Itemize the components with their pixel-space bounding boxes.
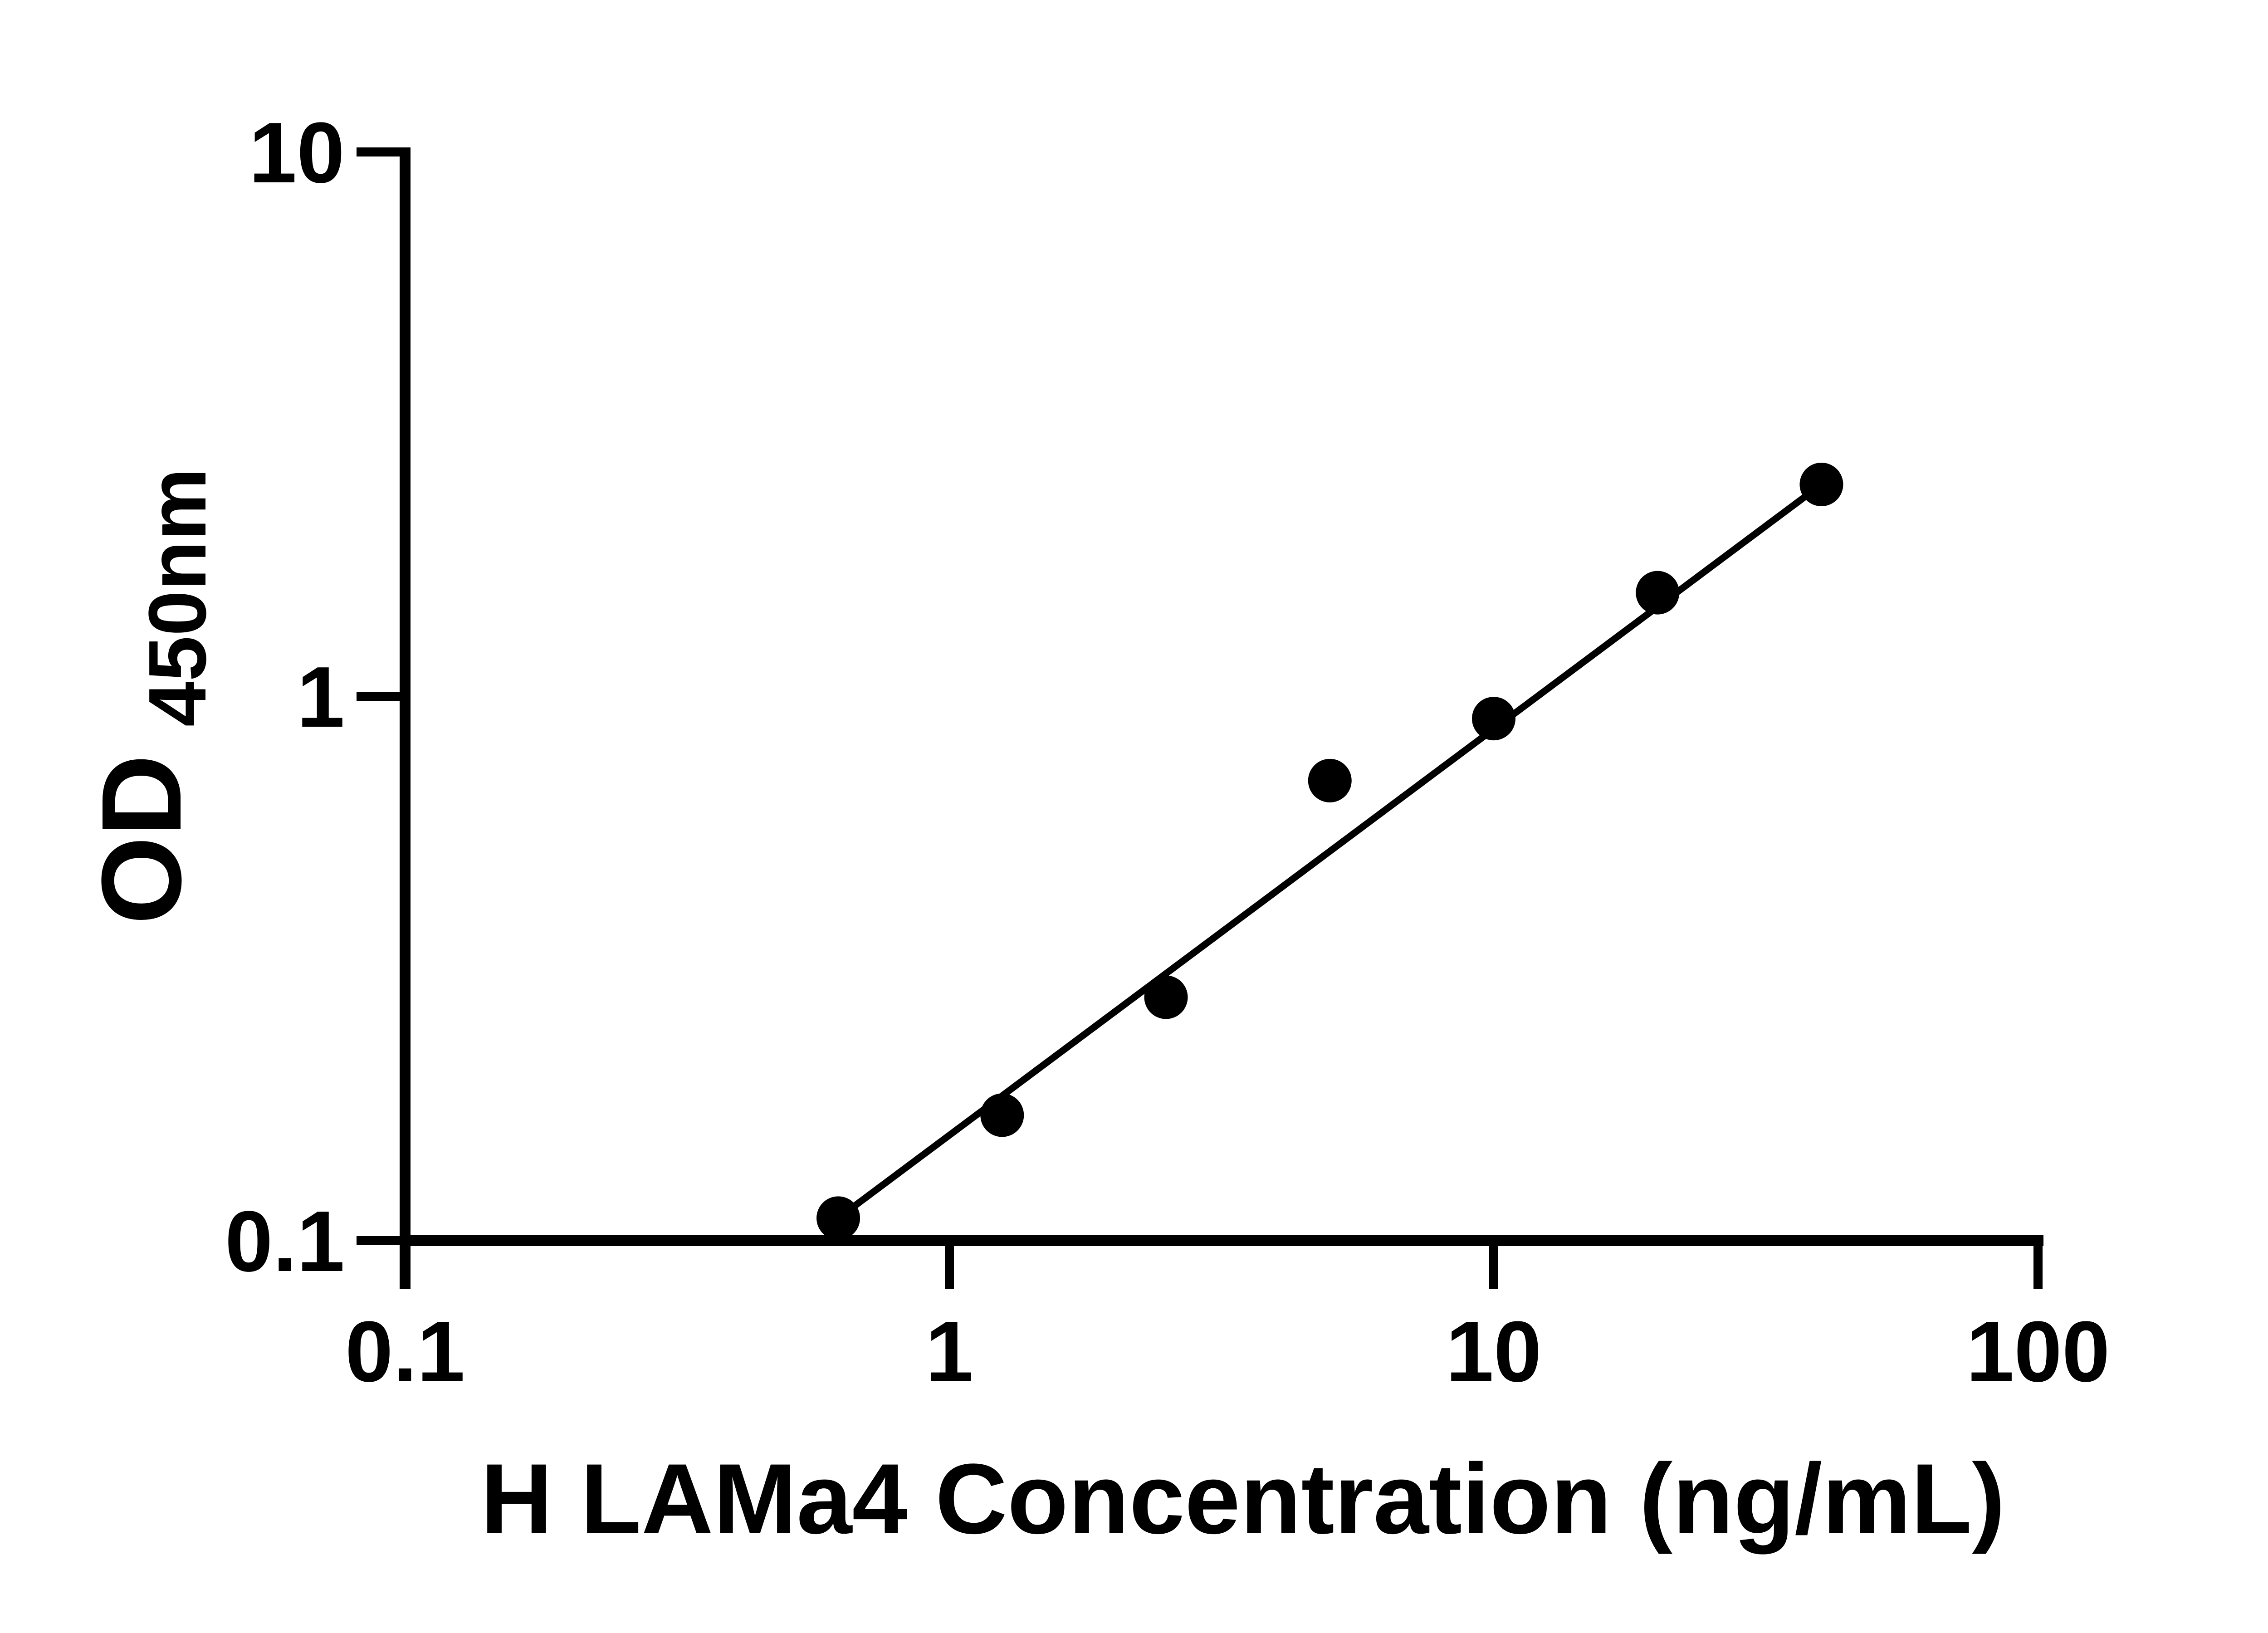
y-tick-label: 1 <box>297 649 345 745</box>
y-tick-label: 10 <box>249 105 345 201</box>
y-axis-title-subscript: 450nm <box>132 468 223 727</box>
y-axis-title: OD 450nm <box>78 468 223 924</box>
y-tick-label: 0.1 <box>225 1193 345 1290</box>
axis-tick-labels: 0.1 1 10 0.1 1 10 100 <box>225 105 2110 1400</box>
y-axis-title-main: OD <box>78 754 205 924</box>
data-point <box>980 1093 1024 1137</box>
data-point <box>1144 975 1188 1019</box>
x-axis-title: H LAMa4 Concentration (ng/mL) <box>480 1443 2005 1555</box>
x-tick-label: 0.1 <box>345 1304 465 1400</box>
axis-ticks <box>357 147 2043 1289</box>
data-point <box>1472 697 1515 741</box>
x-tick-label: 1 <box>925 1304 973 1400</box>
data-point <box>1799 463 1843 507</box>
data-series <box>816 463 1843 1240</box>
data-point <box>1636 571 1680 615</box>
x-tick-label: 10 <box>1446 1304 1541 1400</box>
x-tick-label: 100 <box>1966 1304 2110 1400</box>
data-point <box>1308 758 1352 802</box>
axes <box>400 147 2043 1289</box>
data-point <box>816 1196 860 1240</box>
